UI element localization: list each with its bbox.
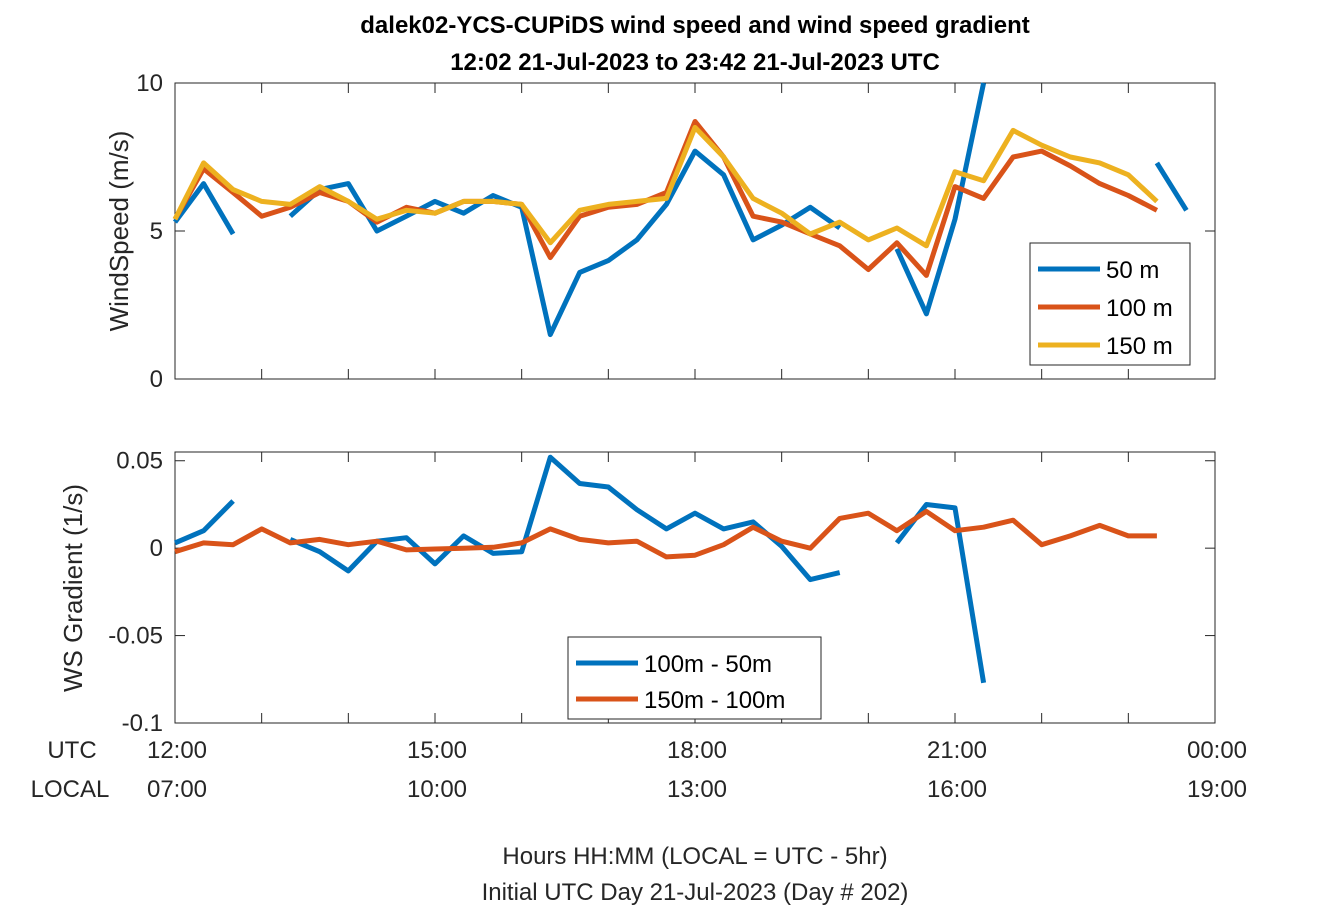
windspeed-legend: 50 m 100 m 150 m [1029,242,1191,366]
local-row-label: LOCAL [31,776,110,803]
gradient-legend-box [567,636,822,720]
x-tick-label-local: 16:00 [927,776,987,803]
x-tick-label-local: 07:00 [147,776,207,803]
x-tick-label-utc: 18:00 [667,737,727,764]
windspeed-y-tick-label: 0 [150,366,163,393]
chart-title-line1: dalek02-YCS-CUPiDS wind speed and wind s… [360,12,1029,39]
gradient-panel: -0.1 -0.05 0 0.05 WS Gradient (1/s) 100m - … [58,448,1216,737]
windspeed-y-tick-label: 5 [150,218,163,245]
x-tick-label-utc: 12:00 [147,737,207,764]
x-tick-label-local: 10:00 [407,776,467,803]
x-tick-label-local: 13:00 [667,776,727,803]
windspeed-series-50m [172,82,1189,338]
gradient-y-tick-label: -0.05 [108,623,163,650]
windspeed-series-150m [172,124,1159,249]
gradient-y-tick-label: -0.1 [122,710,163,737]
windspeed-legend-label: 150 m [1106,333,1173,360]
x-tick-label-local: 19:00 [1187,776,1247,803]
x-tick-label-utc: 21:00 [927,737,987,764]
gradient-legend: 100m - 50m 150m - 100m [567,636,822,720]
gradient-series-150m-100m [174,508,1157,560]
chart-title-line2: 12:02 21-Jul-2023 to 23:42 21-Jul-2023 U… [450,49,940,76]
x-axis-caption-line1: Hours HH:MM (LOCAL = UTC - 5hr) [502,843,887,870]
gradient-y-axis-label: WS Gradient (1/s) [58,484,88,692]
gradient-y-tick-label: 0.05 [116,448,163,475]
gradient-legend-label: 150m - 100m [644,687,785,714]
windspeed-legend-label: 50 m [1106,257,1159,284]
gradient-ticks: -0.1 -0.05 0 0.05 [108,448,1216,737]
x-tick-label-utc: 00:00 [1187,737,1247,764]
windspeed-y-tick-label: 10 [136,70,163,97]
windspeed-ticks: 0 5 10 [136,70,1216,393]
x-tick-labels: 12:00 07:00 15:00 10:00 18:00 13:00 21:00 16:00… [147,737,1247,803]
utc-row-label: UTC [47,737,96,764]
gradient-legend-label: 100m - 50m [644,651,772,678]
gradient-y-tick-label: 0 [150,535,163,562]
windspeed-y-axis-label: WindSpeed (m/s) [104,131,134,332]
windspeed-legend-label: 100 m [1106,295,1173,322]
gradient-lines [174,454,1157,684]
x-tick-label-utc: 15:00 [407,737,467,764]
x-axis-caption-line2: Initial UTC Day 21-Jul-2023 (Day # 202) [482,879,909,906]
windspeed-panel: 0 5 10 WindSpeed (m/s) 50 m 100 m 150 m [104,70,1216,393]
windspeed-lines [172,82,1189,338]
